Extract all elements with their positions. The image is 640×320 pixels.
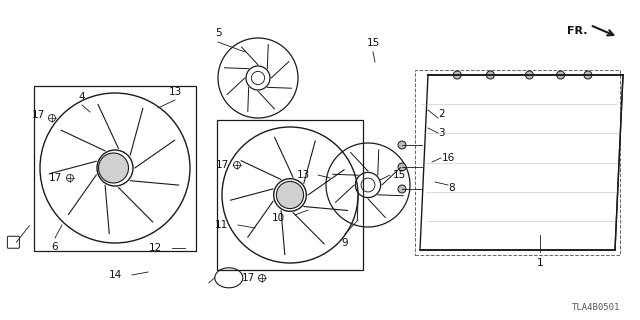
Bar xyxy=(217,120,363,270)
Text: 17: 17 xyxy=(216,160,228,170)
Text: 4: 4 xyxy=(79,92,85,102)
Text: 11: 11 xyxy=(215,220,228,230)
Circle shape xyxy=(453,71,461,79)
Text: 14: 14 xyxy=(109,270,122,280)
Text: 17: 17 xyxy=(31,110,45,120)
Text: 3: 3 xyxy=(438,128,445,138)
Circle shape xyxy=(398,185,406,193)
Text: 16: 16 xyxy=(442,153,455,163)
Text: 15: 15 xyxy=(366,38,380,48)
Text: 13: 13 xyxy=(297,170,310,180)
Text: 5: 5 xyxy=(214,28,221,38)
Circle shape xyxy=(276,181,303,209)
Circle shape xyxy=(557,71,564,79)
Text: 6: 6 xyxy=(52,242,58,252)
Circle shape xyxy=(525,71,533,79)
Text: 12: 12 xyxy=(148,243,162,253)
Text: TLA4B0501: TLA4B0501 xyxy=(572,303,620,312)
Text: 9: 9 xyxy=(342,238,348,248)
Text: 17: 17 xyxy=(241,273,255,283)
Text: 2: 2 xyxy=(438,109,445,119)
Text: FR.: FR. xyxy=(568,26,588,36)
Bar xyxy=(415,70,620,255)
Bar xyxy=(35,85,196,251)
Text: 8: 8 xyxy=(448,183,454,193)
Text: 15: 15 xyxy=(393,170,406,180)
Circle shape xyxy=(486,71,495,79)
Text: 13: 13 xyxy=(168,87,182,97)
Text: 10: 10 xyxy=(272,213,285,223)
Circle shape xyxy=(398,163,406,171)
Circle shape xyxy=(398,141,406,149)
Circle shape xyxy=(584,71,592,79)
Text: 17: 17 xyxy=(49,173,61,183)
Circle shape xyxy=(99,153,129,183)
Text: 1: 1 xyxy=(537,258,543,268)
